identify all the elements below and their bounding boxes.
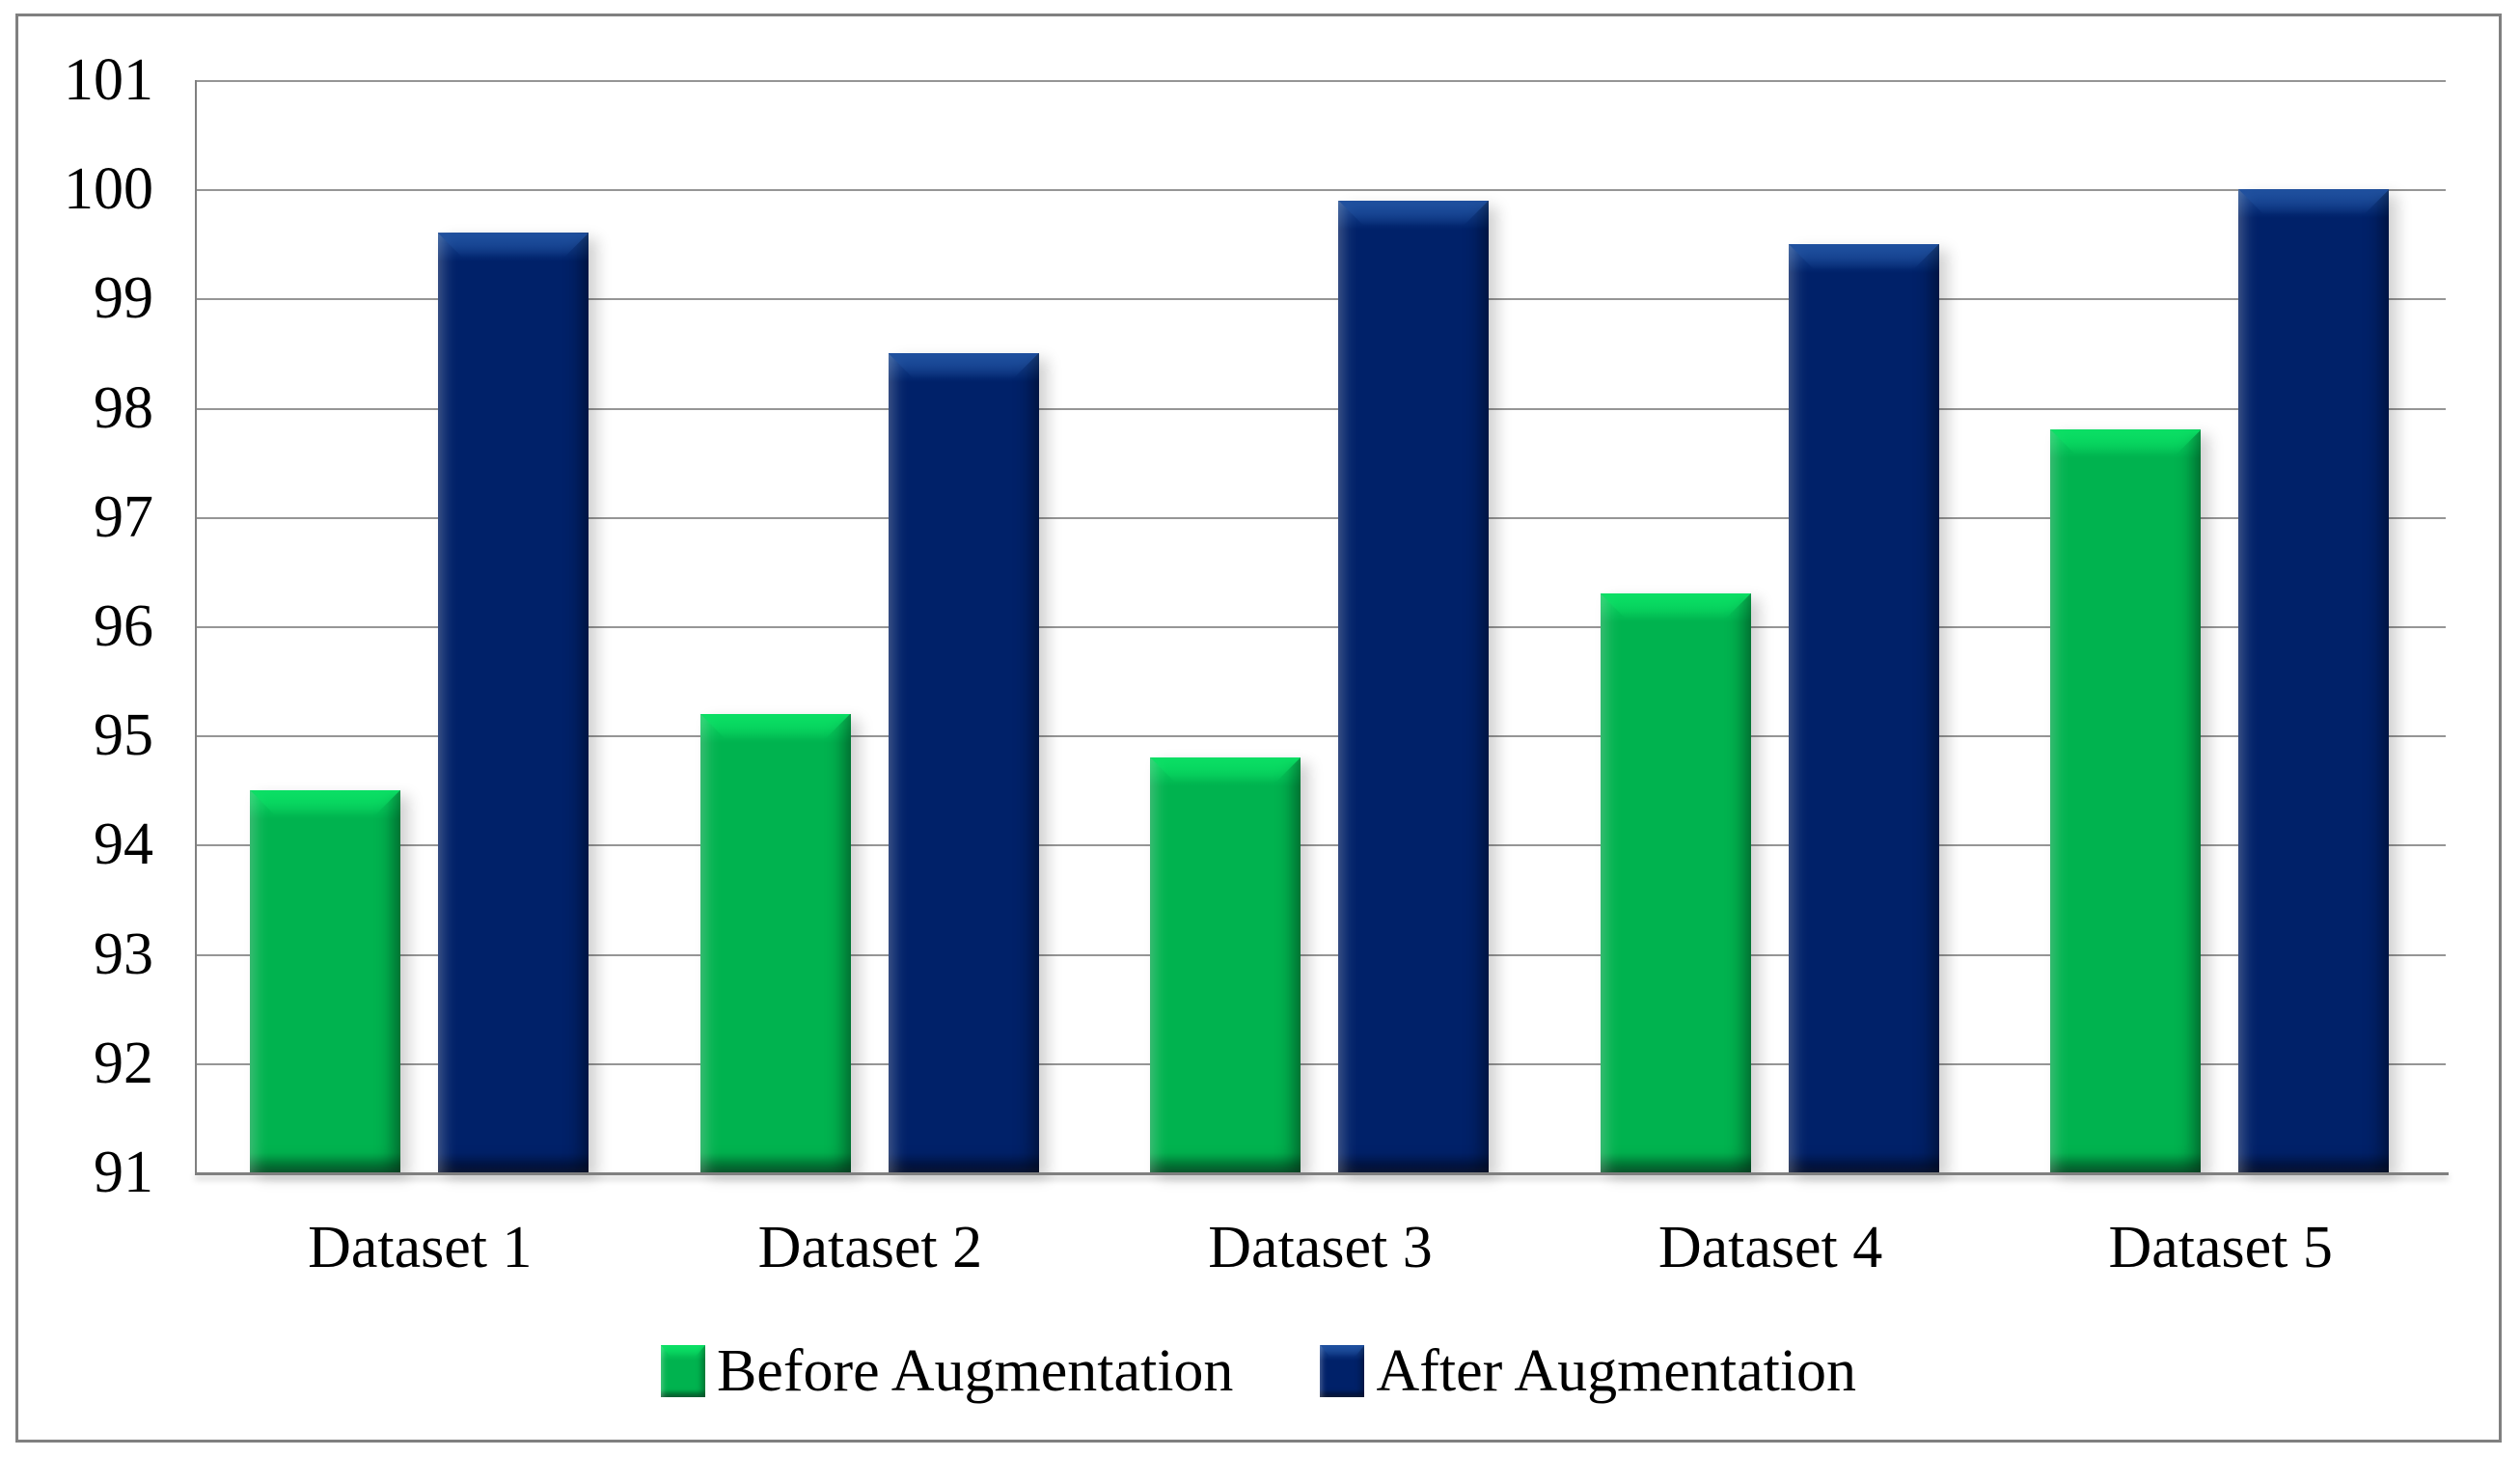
legend-swatch-icon [1320, 1345, 1365, 1397]
bar-bevel [250, 790, 400, 815]
gridline-101 [195, 80, 2446, 82]
bar-bevel [1601, 593, 1751, 619]
gridline-98 [195, 407, 2446, 410]
bar-bevel [700, 714, 851, 739]
gridline-100 [195, 189, 2446, 192]
bar-bevel [1338, 201, 1489, 226]
legend-label: Before Augmentation [716, 1338, 1234, 1404]
bar-bevel [2238, 189, 2389, 214]
bar-after-augmentation-dataset-3 [1338, 200, 1490, 1172]
bar-after-augmentation-dataset-5 [2238, 189, 2390, 1172]
gridline-93 [195, 953, 2446, 956]
y-axis-tick-label: 99 [94, 265, 153, 332]
x-axis-label: Dataset 1 [308, 1215, 533, 1280]
bar-after-augmentation-dataset-4 [1788, 243, 1939, 1172]
gridline-94 [195, 844, 2446, 847]
legend: Before Augmentation After Augmentation [18, 1333, 2499, 1410]
legend-swatch-icon [660, 1345, 705, 1397]
x-axis-label: Dataset 3 [1208, 1215, 1433, 1280]
y-axis-tick-label: 98 [94, 374, 153, 441]
legend-item-after-augmentation: After Augmentation [1320, 1337, 1856, 1405]
bar-before-augmentation-dataset-3 [1150, 756, 1301, 1172]
bar-after-augmentation-dataset-2 [888, 353, 1039, 1172]
legend-label: After Augmentation [1376, 1338, 1857, 1404]
y-axis-tick-label: 91 [94, 1140, 153, 1205]
bar-bevel [1150, 757, 1301, 783]
bar-before-augmentation-dataset-1 [250, 789, 400, 1172]
gridline-95 [195, 735, 2446, 738]
gridline-97 [195, 516, 2446, 519]
bar-bevel [438, 233, 589, 258]
x-axis-label: Dataset 4 [1657, 1215, 1883, 1280]
figure-border: Before Augmentation After Augmentation 91… [15, 14, 2502, 1443]
y-axis-tick-label: 92 [94, 1030, 153, 1096]
bar-after-augmentation-dataset-1 [438, 233, 589, 1172]
bar-before-augmentation-dataset-5 [2050, 429, 2202, 1172]
bar-bevel [2050, 429, 2201, 454]
y-axis-tick-label: 94 [94, 811, 153, 878]
gridline-99 [195, 298, 2446, 301]
legend-item-before-augmentation: Before Augmentation [660, 1337, 1234, 1405]
y-axis-tick-label: 93 [94, 921, 153, 987]
legend-swatch-bevel [661, 1345, 705, 1357]
gridline-92 [195, 1062, 2446, 1065]
y-axis-tick-label: 101 [64, 47, 153, 113]
x-axis-label: Dataset 2 [757, 1215, 983, 1280]
legend-swatch-bevel [1320, 1345, 1364, 1357]
y-axis-tick-label: 95 [94, 702, 153, 769]
bar-bevel [1789, 244, 1939, 269]
x-axis-line [195, 1172, 2449, 1175]
bar-bevel [889, 353, 1039, 378]
y-axis-tick-label: 96 [94, 593, 153, 659]
y-axis-line [195, 80, 197, 1172]
bar-before-augmentation-dataset-2 [699, 713, 851, 1172]
y-axis-tick-label: 97 [94, 483, 153, 550]
y-axis-tick-label: 100 [64, 156, 153, 223]
x-axis-label: Dataset 5 [2108, 1215, 2333, 1280]
bar-before-augmentation-dataset-4 [1600, 593, 1751, 1172]
gridline-96 [195, 626, 2446, 628]
